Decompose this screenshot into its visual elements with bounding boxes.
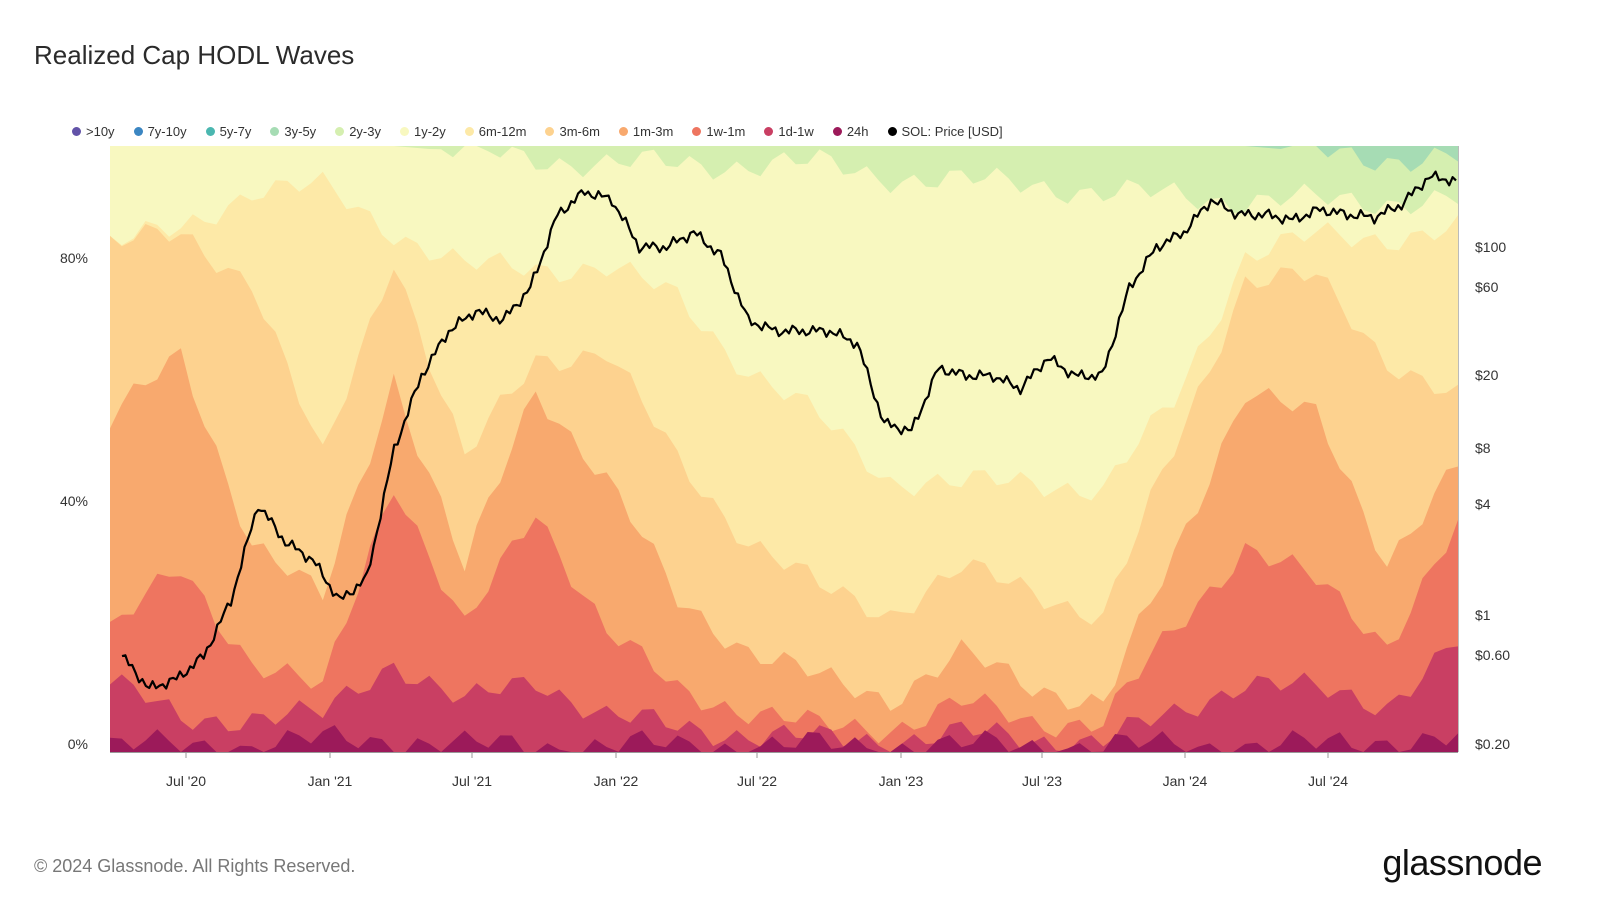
legend-label: 6m-12m: [478, 124, 527, 139]
sol-price-line: [121, 170, 1457, 690]
y-right-tick-label: $4: [1475, 496, 1491, 512]
legend-item-sol-price-usd[interactable]: SOL: Price [USD]: [887, 124, 1003, 139]
x-tick-label: Jul '20: [166, 773, 206, 789]
x-tick-label: Jan '22: [594, 773, 639, 789]
y-right-tick-label: $0.20: [1475, 736, 1510, 752]
y-left-tick-label: 0%: [68, 736, 88, 752]
x-tick-label: Jul '23: [1022, 773, 1062, 789]
y-left-tick-label: 80%: [60, 250, 88, 266]
legend-label: >10y: [86, 124, 115, 139]
y-right-tick-label: $20: [1475, 367, 1499, 383]
legend-dot: [133, 127, 143, 136]
chart-legend: >10y 7y-10y 5y-7y 3y-5y 2y-3y 1y-2y 6m-12m 3m-6…: [72, 124, 1022, 139]
legend-dot: [545, 127, 555, 136]
legend-label: 5y-7y: [219, 124, 252, 139]
legend-dot: [464, 127, 474, 136]
legend-label: 2y-3y: [349, 124, 381, 139]
copyright-footer: © 2024 Glassnode. All Rights Reserved.: [34, 856, 356, 876]
y-right-tick-label: $0.60: [1475, 647, 1510, 663]
x-tick-label: Jul '24: [1308, 773, 1348, 789]
x-tick-label: Jan '23: [879, 773, 924, 789]
y-right-tick-label: $8: [1475, 440, 1491, 456]
legend-dot: [887, 127, 897, 136]
chart-title: Realized Cap HODL Waves: [34, 40, 355, 70]
legend-label: 1d-1w: [778, 124, 814, 139]
legend-dot: [832, 127, 842, 136]
x-tick-label: Jan '24: [1163, 773, 1208, 789]
legend-item-7y-10y[interactable]: 7y-10y: [133, 124, 187, 139]
legend-item-1y-2y[interactable]: 1y-2y: [399, 124, 446, 139]
legend-label: 3m-6m: [559, 124, 600, 139]
legend-dot: [72, 127, 81, 136]
y-left-tick-label: 40%: [60, 493, 88, 509]
legend-dot: [270, 127, 280, 136]
legend-item-1w-1m[interactable]: 1w-1m: [692, 124, 745, 139]
legend-item-3m-6m[interactable]: 3m-6m: [545, 124, 600, 139]
y-right-tick-label: $100: [1475, 239, 1506, 255]
glassnode-logo: glassnode: [1382, 842, 1542, 883]
legend-item-2y-3y[interactable]: 2y-3y: [335, 124, 381, 139]
legend-label: 24h: [846, 124, 869, 139]
legend-label: 7y-10y: [147, 124, 187, 139]
legend-dot: [205, 127, 215, 136]
legend-dot: [764, 127, 774, 136]
legend-label: SOL: Price [USD]: [901, 124, 1003, 139]
band-24h: [110, 725, 1458, 752]
y-right-tick-label: $1: [1475, 607, 1491, 623]
band-1d-1w: [110, 646, 1458, 752]
x-tick-label: Jul '22: [737, 773, 777, 789]
legend-label: 1m-3m: [632, 124, 674, 139]
legend-item-3y-5y[interactable]: 3y-5y: [270, 124, 316, 139]
legend-dot: [399, 127, 409, 136]
legend-item-1m-3m[interactable]: 1m-3m: [618, 124, 674, 139]
legend-item-5y-7y[interactable]: 5y-7y: [205, 124, 252, 139]
y-right-tick-label: $60: [1475, 279, 1499, 295]
legend-label: 3y-5y: [284, 124, 317, 139]
legend-label: 1y-2y: [413, 124, 446, 139]
legend-item-1d-1w[interactable]: 1d-1w: [764, 124, 814, 139]
x-tick-label: Jan '21: [308, 773, 353, 789]
legend-item-6m-12m[interactable]: 6m-12m: [464, 124, 527, 139]
band-1w-1m: [110, 495, 1458, 752]
legend-item-24h[interactable]: 24h: [832, 124, 869, 139]
legend-dot: [692, 127, 702, 136]
legend-item-10y[interactable]: >10y: [72, 124, 115, 139]
legend-dot: [618, 127, 628, 136]
legend-dot: [335, 127, 345, 136]
x-tick-label: Jul '21: [452, 773, 492, 789]
legend-label: 1w-1m: [706, 124, 746, 139]
